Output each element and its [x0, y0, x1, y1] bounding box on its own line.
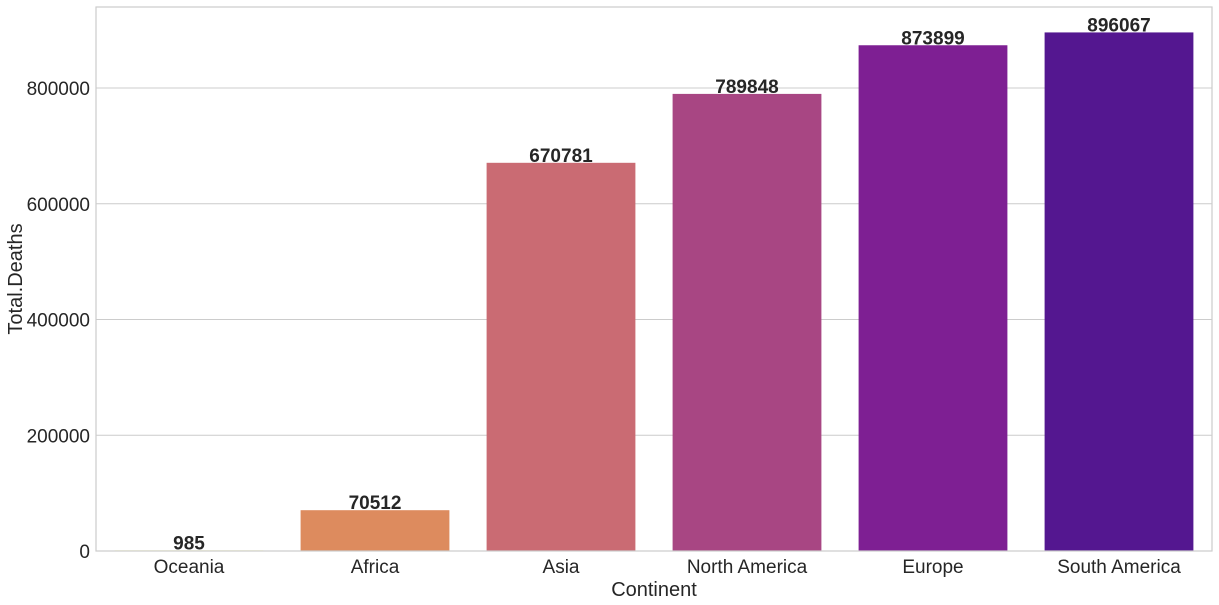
- y-tick-label: 0: [79, 542, 90, 563]
- bar-north-america: [672, 93, 822, 551]
- plot-frame: [95, 6, 1213, 552]
- y-axis-title: Total.Deaths: [5, 223, 27, 334]
- data-label: 70512: [349, 493, 402, 514]
- data-label: 670781: [529, 146, 593, 167]
- y-tick-label: 800000: [27, 79, 90, 100]
- data-label: 896067: [1087, 15, 1150, 36]
- bars: [114, 32, 1194, 552]
- data-label: 873899: [901, 28, 964, 49]
- y-axis-ticks: 0 200000 400000 600000 800000: [27, 79, 90, 563]
- x-tick-label: South America: [1057, 557, 1181, 578]
- bar-europe: [858, 45, 1008, 551]
- data-labels: 985 70512 670781 789848 873899 896067: [173, 15, 1151, 554]
- x-tick-label: North America: [687, 557, 808, 578]
- x-tick-label: Oceania: [154, 557, 225, 578]
- bar-africa: [300, 510, 450, 551]
- bar-south-america: [1044, 32, 1194, 552]
- x-axis-ticks: Oceania Africa Asia North America Europe Sout…: [154, 557, 1182, 578]
- x-tick-label: Europe: [902, 557, 963, 578]
- x-axis-title: Continent: [611, 579, 697, 601]
- bar-asia: [486, 162, 636, 551]
- y-tick-label: 200000: [27, 426, 90, 447]
- y-tick-label: 600000: [27, 195, 90, 216]
- x-tick-label: Africa: [351, 557, 400, 578]
- x-tick-label: Asia: [543, 557, 580, 578]
- y-tick-label: 400000: [27, 311, 90, 332]
- gridlines: [96, 87, 1212, 436]
- data-label: 985: [173, 533, 205, 554]
- data-label: 789848: [715, 77, 778, 98]
